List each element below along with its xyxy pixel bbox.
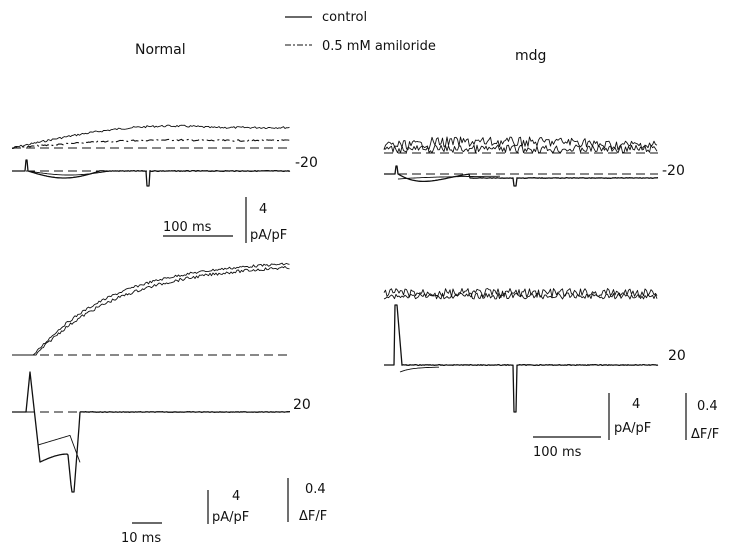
voltage-label: 20 xyxy=(668,348,686,364)
voltage-label: -20 xyxy=(295,155,318,171)
fluor-scale-unit: ΔF/F xyxy=(691,427,719,442)
time-scale-label: 100 ms xyxy=(533,445,582,460)
legend-control-label: control xyxy=(322,10,367,25)
normal-top-scalebar: 100 ms 4 pA/pF xyxy=(163,197,287,243)
current-control-trace xyxy=(12,371,290,493)
mdg-title: mdg xyxy=(515,48,546,64)
time-scale-label: 100 ms xyxy=(163,220,212,235)
panel-mdg-neg20: -20 xyxy=(383,136,685,187)
fluor-amiloride-trace xyxy=(12,265,290,356)
fluor-amiloride-trace xyxy=(11,138,290,149)
fluor-scale-unit: ΔF/F xyxy=(299,509,327,524)
current-amiloride-trace xyxy=(37,434,81,463)
fluor-control-trace xyxy=(383,136,658,151)
current-control-trace xyxy=(384,304,659,413)
legend-amiloride-label: 0.5 mM amiloride xyxy=(322,39,436,54)
current-scale-value: 4 xyxy=(232,489,240,504)
current-scale-unit: pA/pF xyxy=(614,421,651,436)
current-amiloride-trace xyxy=(399,366,439,373)
legend: control 0.5 mM amiloride xyxy=(285,10,436,54)
current-scale-unit: pA/pF xyxy=(212,510,249,525)
current-scale-value: 4 xyxy=(632,397,640,412)
current-control-trace xyxy=(12,159,291,187)
mdg-scalebar: 100 ms 4 pA/pF 0.4 ΔF/F xyxy=(533,393,719,460)
fluor-scale-value: 0.4 xyxy=(305,482,326,497)
voltage-label: 20 xyxy=(293,397,311,413)
fluor-scale-value: 0.4 xyxy=(697,399,718,414)
current-scale-value: 4 xyxy=(259,202,267,217)
panel-mdg-pos20: 20 xyxy=(383,288,686,413)
fluor-control-trace xyxy=(11,124,290,149)
normal-bottom-scalebar: 10 ms 4 pA/pF 0.4 ΔF/F xyxy=(121,478,327,546)
current-scale-unit: pA/pF xyxy=(250,228,287,243)
panel-normal-neg20: -20 xyxy=(11,124,318,187)
voltage-label: -20 xyxy=(662,163,685,179)
fluor-amiloride-trace xyxy=(383,292,658,300)
current-amiloride-trace xyxy=(27,170,111,176)
fluor-control-trace xyxy=(12,262,290,356)
fluor-amiloride-trace xyxy=(383,144,658,154)
normal-title: Normal xyxy=(135,42,186,58)
current-amiloride-trace xyxy=(397,175,500,180)
current-control-trace xyxy=(384,165,659,187)
time-scale-label: 10 ms xyxy=(121,531,161,546)
panel-normal-pos20: 20 xyxy=(12,262,311,493)
